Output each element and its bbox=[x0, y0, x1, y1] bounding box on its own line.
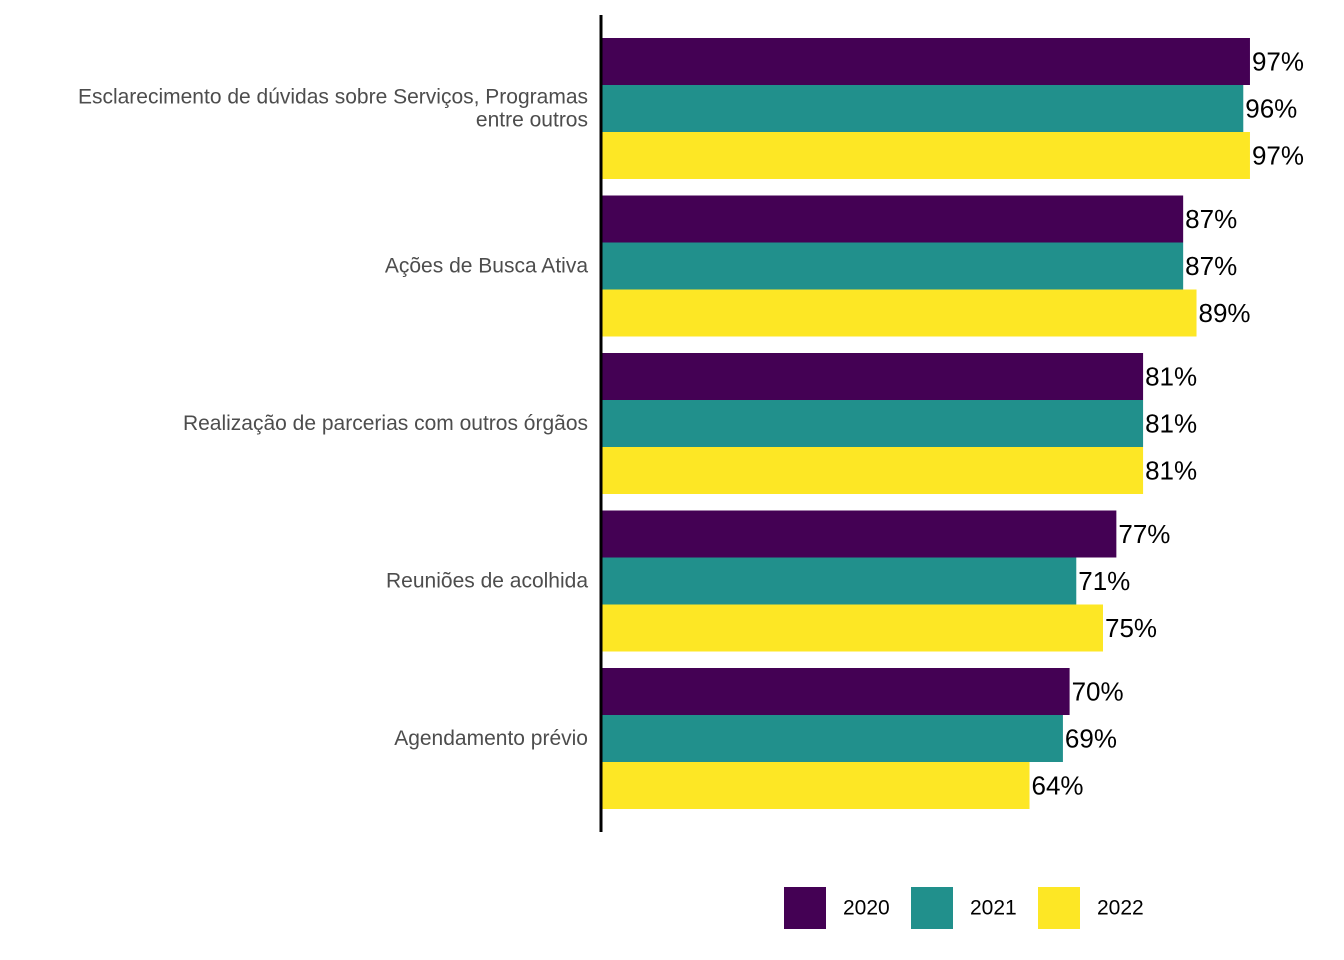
legend-label-2021: 2021 bbox=[970, 897, 1017, 920]
bar-2022-1 bbox=[602, 289, 1197, 337]
category-label-0-1: entre outros bbox=[476, 109, 588, 132]
legend-label-2020: 2020 bbox=[843, 897, 890, 920]
bar-2021-0 bbox=[602, 85, 1244, 132]
data-label-2021-3: 71% bbox=[1078, 566, 1130, 596]
bar-2020-4 bbox=[602, 668, 1070, 715]
data-label-2022-3: 75% bbox=[1105, 613, 1157, 643]
legend-label-2022: 2022 bbox=[1097, 897, 1144, 920]
category-label-4-0: Agendamento prévio bbox=[394, 727, 588, 750]
bar-2022-0 bbox=[602, 132, 1250, 179]
bar-2020-3 bbox=[602, 510, 1117, 558]
legend-swatch-2022 bbox=[1038, 887, 1080, 929]
data-label-2020-4: 70% bbox=[1072, 677, 1124, 707]
bars-group bbox=[602, 38, 1250, 809]
bar-2020-2 bbox=[602, 353, 1144, 400]
category-label-3-0: Reuniões de acolhida bbox=[386, 570, 588, 593]
data-label-2021-4: 69% bbox=[1065, 724, 1117, 754]
data-label-2021-1: 87% bbox=[1185, 251, 1237, 281]
bar-2021-1 bbox=[602, 242, 1184, 290]
data-label-2022-2: 81% bbox=[1145, 456, 1197, 486]
bar-2022-2 bbox=[602, 447, 1144, 494]
data-label-2020-2: 81% bbox=[1145, 362, 1197, 392]
legend-swatch-2021 bbox=[911, 887, 953, 929]
bar-2022-3 bbox=[602, 604, 1103, 652]
category-label-0-0: Esclarecimento de dúvidas sobre Serviços… bbox=[78, 86, 588, 109]
category-label-1-0: Ações de Busca Ativa bbox=[385, 255, 588, 278]
bar-2022-4 bbox=[602, 762, 1030, 809]
data-label-2022-4: 64% bbox=[1032, 771, 1084, 801]
data-label-2020-1: 87% bbox=[1185, 204, 1237, 234]
legend: 2020 2021 2022 bbox=[784, 887, 1144, 929]
data-label-2020-3: 77% bbox=[1118, 519, 1170, 549]
data-label-2022-0: 97% bbox=[1252, 141, 1304, 171]
data-label-2021-0: 96% bbox=[1245, 94, 1297, 124]
category-label-2-0: Realização de parcerias com outros órgão… bbox=[183, 412, 588, 435]
bar-2021-4 bbox=[602, 715, 1063, 762]
bar-2021-2 bbox=[602, 400, 1144, 447]
data-label-2022-1: 89% bbox=[1199, 298, 1251, 328]
bar-2021-3 bbox=[602, 557, 1077, 605]
bar-2020-1 bbox=[602, 195, 1184, 243]
legend-swatch-2020 bbox=[784, 887, 826, 929]
data-label-2020-0: 97% bbox=[1252, 47, 1304, 77]
category-labels-group: Esclarecimento de dúvidas sobre Serviços… bbox=[78, 86, 588, 751]
value-labels-group: 97% 96% 97% 87% 87% 89% 81% 81% 81% 77% 71% 75% 70% 6… bbox=[1032, 47, 1304, 801]
bar-2020-0 bbox=[602, 38, 1250, 85]
data-label-2021-2: 81% bbox=[1145, 409, 1197, 439]
